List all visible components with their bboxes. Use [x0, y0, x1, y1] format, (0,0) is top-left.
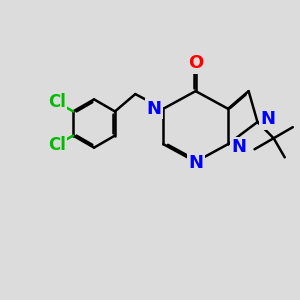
Text: O: O — [188, 54, 203, 72]
Text: Cl: Cl — [48, 93, 65, 111]
Text: N: N — [188, 154, 203, 172]
Text: N: N — [147, 100, 162, 118]
Text: N: N — [232, 138, 247, 156]
Text: N: N — [260, 110, 275, 128]
Text: Cl: Cl — [48, 136, 65, 154]
